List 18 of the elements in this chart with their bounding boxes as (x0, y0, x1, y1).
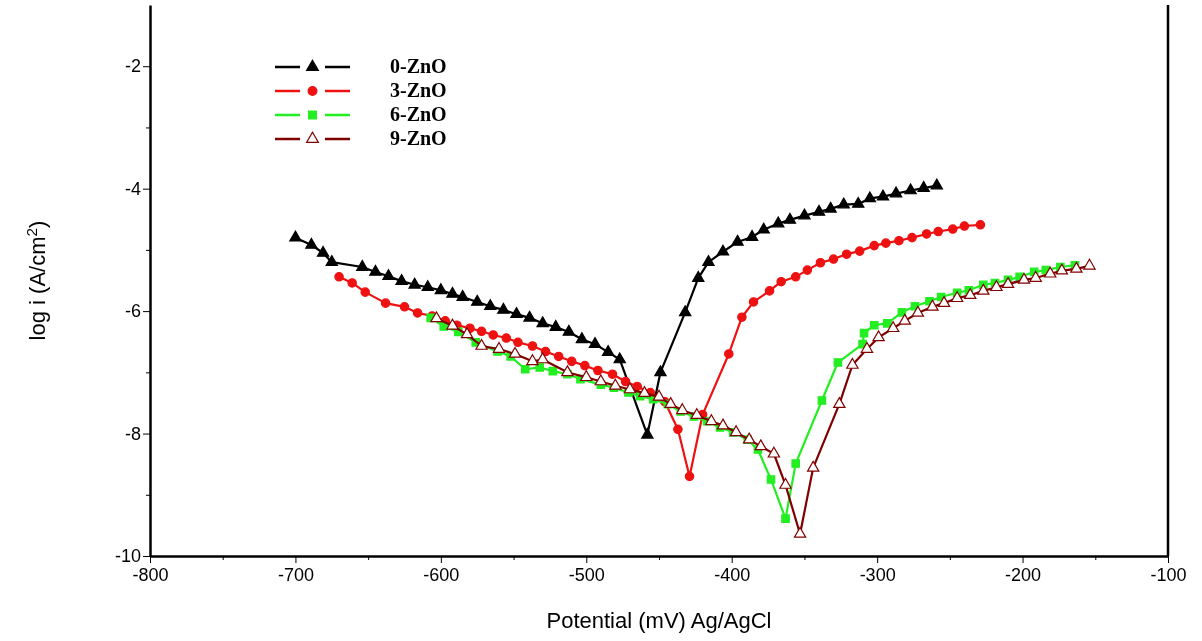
y-tick-label: -10 (114, 546, 141, 567)
x-tick-label: -100 (1150, 565, 1187, 586)
y-tick-label: -8 (124, 423, 141, 444)
legend-label: 0-ZnO (390, 55, 447, 77)
legend-label: 3-ZnO (390, 79, 447, 101)
x-tick-label: -400 (714, 565, 751, 586)
x-tick-label: -600 (423, 565, 460, 586)
x-axis-title: Potential (mV) Ag/AgCl (546, 608, 772, 633)
x-tick-label: -800 (132, 565, 169, 586)
y-tick-label: -2 (124, 56, 141, 77)
x-tick-label: -700 (277, 565, 314, 586)
legend-label: 6-ZnO (390, 103, 447, 125)
y-tick-label: -6 (124, 301, 141, 322)
legend-label: 9-ZnO (390, 127, 447, 149)
x-tick-label: -300 (859, 565, 896, 586)
y-tick-label: -4 (124, 178, 141, 199)
x-tick-label: -200 (1005, 565, 1042, 586)
x-tick-label: -500 (568, 565, 605, 586)
